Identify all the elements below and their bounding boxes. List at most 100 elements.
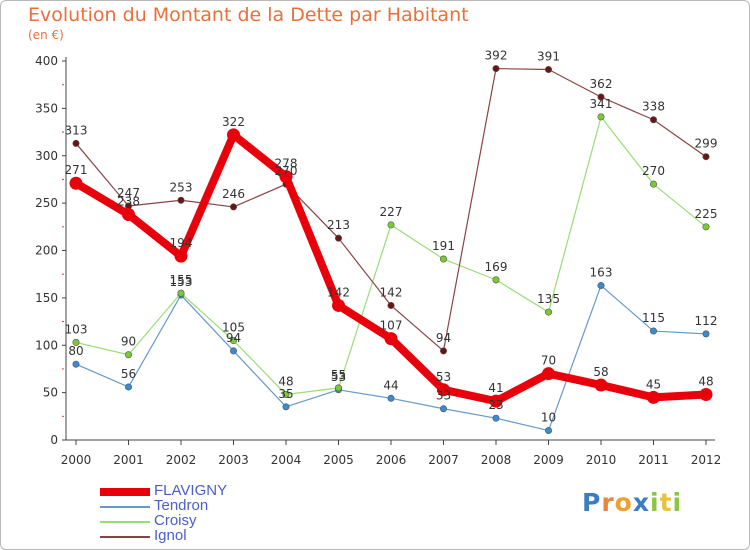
data-label-croisy: 227 [380,205,403,219]
data-label-flavigny: 107 [380,319,403,333]
x-tick-label: 2006 [376,453,407,467]
x-tick-label: 2009 [533,453,564,467]
legend: FLAVIGNY Tendron Croisy Ignol [100,482,300,544]
data-point-ignol [230,203,238,211]
data-point-croisy [125,351,133,359]
data-point-croisy [282,391,290,399]
data-label-ignol: 392 [485,49,508,63]
data-label-tendron: 112 [695,314,718,328]
logo-letter: r [601,488,615,517]
y-tick-label: 350 [35,101,58,115]
y-tick-label: 100 [35,338,58,352]
data-label-tendron: 115 [642,311,665,325]
data-point-croisy [72,338,80,346]
data-label-flavigny: 278 [275,157,298,171]
data-point-tendron [544,427,552,435]
data-point-flavigny [122,207,135,221]
data-label-tendron: 10 [541,411,556,425]
data-point-flavigny [279,170,293,184]
y-tick-label: 50 [43,386,58,400]
data-point-croisy [387,221,395,229]
y-tick-label: 0 [50,433,58,447]
data-point-tendron [492,414,500,422]
proxiti-logo: Proxiti [582,488,682,517]
data-point-ignol [702,153,710,161]
data-point-croisy [649,180,657,188]
data-label-flavigny: 142 [327,285,350,299]
data-point-croisy [439,255,447,263]
data-point-flavigny [332,298,345,312]
data-point-croisy [544,308,552,316]
logo-letter: t [659,488,673,517]
data-label-croisy: 90 [121,335,136,349]
data-label-ignol: 338 [642,100,665,114]
data-label-tendron: 163 [590,266,613,280]
logo-letter: x [632,488,650,517]
data-label-croisy: 155 [170,273,193,287]
data-point-croisy [230,337,238,345]
data-point-tendron [125,383,133,391]
data-label-ignol: 299 [695,137,718,151]
x-tick-label: 2000 [61,453,92,467]
data-point-ignol [597,93,605,101]
legend-swatch [100,488,150,496]
data-label-ignol: 391 [537,50,560,64]
data-point-ignol [334,234,342,242]
series-layer [69,65,713,435]
x-tick-label: 2012 [691,453,722,467]
data-label-flavigny: 322 [222,115,245,129]
data-point-flavigny [384,332,398,346]
data-label-flavigny: 41 [488,381,503,395]
data-label-tendron: 80 [68,344,83,358]
data-label-flavigny: 58 [593,365,608,379]
data-point-ignol [387,301,395,309]
y-tick-label: 200 [35,244,58,258]
data-point-tendron [702,330,710,338]
legend-swatch [100,506,150,508]
data-point-tendron [597,282,605,290]
data-labels-layer: 80 56 153 94 35 53 44 33 23 10 163 115 112 103 90 155 10… [65,49,718,425]
data-label-croisy: 341 [590,97,613,111]
data-point-croisy [177,289,185,297]
chart-subtitle: (en €) [28,28,64,42]
data-label-croisy: 48 [278,375,293,389]
chart-title: Evolution du Montant de la Dette par Hab… [28,4,469,26]
x-tick-label: 2007 [428,453,459,467]
data-point-croisy [334,384,342,392]
x-tick-label: 2005 [323,453,354,467]
data-point-ignol [492,65,500,73]
data-point-tendron [72,360,80,368]
data-point-croisy [492,276,500,284]
data-label-tendron: 44 [383,378,398,392]
legend-item-flavigny: FLAVIGNY [100,482,300,499]
x-tick-label: 2003 [218,453,249,467]
legend-label: Croisy [154,512,197,529]
data-label-ignol: 213 [327,218,350,232]
data-label-tendron: 33 [436,389,451,403]
data-point-tendron [387,394,395,402]
data-point-croisy [597,113,605,121]
data-label-tendron: 53 [331,370,346,384]
data-label-ignol: 270 [275,164,298,178]
legend-item-tendron: Tendron [100,497,300,514]
data-point-ignol [439,347,447,355]
data-label-tendron: 35 [278,387,293,401]
data-label-ignol: 362 [590,77,613,91]
data-point-flavigny [174,249,188,263]
legend-item-croisy: Croisy [100,512,300,529]
data-label-ignol: 142 [380,285,403,299]
data-point-tendron [230,347,238,355]
data-label-croisy: 103 [65,322,88,336]
x-tick-label: 2010 [586,453,617,467]
data-label-flavigny: 238 [117,194,140,208]
x-tick-label: 2011 [638,453,669,467]
logo-letter: i [672,488,683,517]
data-label-ignol: 94 [436,331,451,345]
y-tick-label: 300 [35,149,58,163]
data-label-ignol: 247 [117,186,140,200]
data-point-tendron [282,403,290,411]
data-label-flavigny: 48 [698,375,713,389]
data-point-flavigny [437,383,450,397]
data-label-croisy: 55 [331,368,346,382]
